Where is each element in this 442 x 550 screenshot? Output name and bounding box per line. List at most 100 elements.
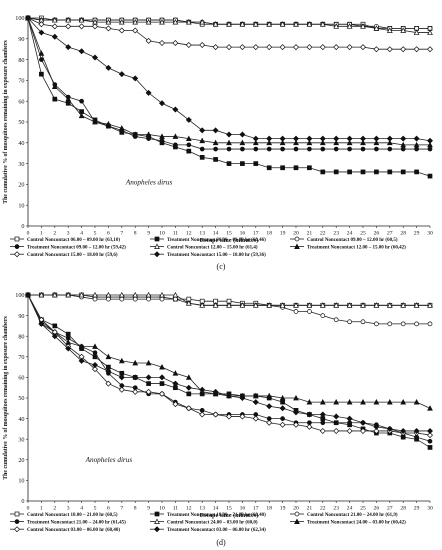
data-point-d-7 [212, 411, 219, 418]
data-point-c-5 [279, 21, 286, 27]
data-point-c-7 [38, 21, 45, 28]
legend-label: Treatment Noncontact 03.00 – 06.00 hr (6… [167, 528, 266, 533]
data-point-c-7 [373, 46, 380, 53]
data-point-c-8 [279, 135, 286, 142]
data-point-c-4 [173, 142, 178, 148]
data-point-d-5 [38, 291, 45, 298]
legend-label: Control Noncontact 15.00 – 18.00 hr (59,… [27, 253, 118, 258]
x-tick-label: 30 [427, 231, 433, 237]
panel-caption-c: (c) [216, 262, 226, 271]
data-point-c-5 [306, 21, 313, 27]
y-tick-label: 80 [18, 333, 24, 340]
data-point-c-8 [132, 75, 139, 82]
data-point-d-8 [293, 409, 299, 416]
data-point-c-2 [360, 169, 366, 175]
data-point-c-6 [159, 133, 165, 139]
data-point-d-5 [373, 302, 380, 308]
x-tick-label: 12 [186, 506, 192, 512]
data-point-d-7 [145, 388, 152, 395]
x-tick-label: 26 [374, 506, 380, 512]
data-point-d-8 [346, 415, 353, 422]
data-point-c-6 [118, 125, 125, 131]
data-point-d-4 [427, 438, 433, 444]
data-point-c-7 [279, 44, 286, 51]
data-point-d-7 [239, 413, 246, 420]
legend-label: Control Noncontact 03.00 – 06.00 hr (60,… [27, 528, 120, 533]
data-point-c-8 [199, 127, 206, 134]
data-point-c-7 [105, 25, 112, 32]
data-point-c-5 [212, 21, 219, 27]
data-point-d-4 [333, 420, 339, 426]
x-tick-label: 23 [333, 506, 339, 512]
data-point-c-6 [413, 141, 420, 148]
data-point-d-6 [159, 363, 165, 370]
x-tick-label: 1 [40, 231, 43, 237]
data-point-d-7 [293, 421, 299, 428]
data-point-c-6 [38, 50, 45, 56]
data-point-c-6 [266, 139, 273, 146]
x-tick-label: 1 [40, 506, 43, 512]
data-point-d-6 [319, 398, 326, 405]
data-point-d-5 [226, 302, 232, 308]
x-tick-label: 7 [120, 231, 123, 237]
data-point-d-8 [145, 374, 152, 381]
series-line-c-4 [27, 17, 430, 150]
x-tick-label: 12 [186, 231, 192, 237]
data-point-d-8 [92, 362, 98, 369]
data-point-d-8 [400, 427, 407, 434]
data-point-c-5 [266, 21, 273, 27]
data-point-c-4 [39, 57, 44, 62]
data-point-c-7 [306, 44, 313, 51]
data-point-c-5 [373, 25, 380, 31]
series-c-2 [25, 15, 433, 179]
data-point-c-7 [266, 44, 273, 51]
x-tick-label: 6 [107, 231, 110, 237]
data-point-d-8 [306, 411, 313, 418]
series-d-2 [25, 292, 433, 450]
data-point-d-5 [132, 291, 139, 298]
legend-entry-c-7: Control Noncontact 15.00 – 18.00 hr (59,… [10, 251, 118, 258]
data-point-c-4 [146, 136, 151, 141]
y-tick-label: 100 [15, 15, 24, 22]
data-point-c-4 [226, 146, 232, 152]
legend-marker [14, 251, 20, 258]
data-point-c-6 [386, 139, 393, 146]
data-point-c-6 [65, 95, 72, 102]
data-point-d-3 [293, 309, 299, 314]
data-point-c-7 [199, 42, 206, 49]
data-point-d-7 [427, 432, 433, 439]
legend-entry-c-3: Control Noncontact 09.00 – 12.00 hr (60,… [290, 236, 398, 243]
data-point-c-8 [51, 33, 58, 40]
data-point-c-5 [293, 21, 299, 27]
data-point-d-6 [185, 374, 192, 380]
data-point-c-2 [186, 148, 192, 154]
data-point-c-5 [185, 19, 192, 25]
legend-marker [154, 511, 160, 517]
data-point-c-6 [172, 133, 179, 139]
legend-marker [294, 243, 300, 249]
x-tick-label: 24 [347, 231, 353, 237]
data-point-d-5 [319, 302, 326, 308]
series-line-c-8 [27, 17, 431, 142]
data-point-d-2 [427, 445, 433, 450]
x-tick-label: 9 [147, 506, 150, 512]
data-point-d-5 [118, 291, 125, 298]
data-point-c-8 [25, 15, 31, 21]
data-point-d-6 [400, 398, 407, 405]
data-point-d-7 [360, 427, 366, 434]
data-point-d-6 [145, 359, 152, 366]
data-point-c-6 [212, 139, 219, 146]
x-tick-label: 17 [253, 506, 259, 512]
data-point-c-8 [145, 89, 152, 96]
data-point-c-8 [333, 135, 340, 142]
data-point-d-6 [360, 398, 366, 405]
data-point-d-3 [173, 296, 178, 302]
series-line-c-2 [27, 17, 431, 177]
legend-marker [14, 511, 20, 517]
data-point-d-7 [346, 427, 353, 434]
data-point-d-6 [172, 370, 179, 376]
data-point-c-8 [65, 44, 72, 51]
data-point-d-7 [105, 380, 112, 387]
data-point-d-8 [65, 345, 72, 352]
y-tick-label: 50 [18, 395, 24, 402]
